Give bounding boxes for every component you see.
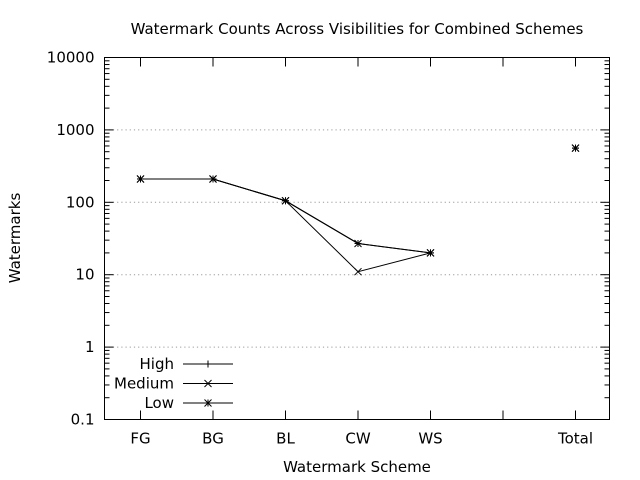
point-marker [354, 239, 362, 248]
legend-label-medium: Medium [114, 375, 174, 393]
point-marker [571, 144, 580, 152]
legend-label-high: High [140, 355, 174, 373]
marker-stroke [426, 249, 435, 257]
y-tick-label: 10 [75, 266, 94, 284]
tick-layer: 0.1 1 10 100 1000 10000 FG BG BL CW WS Total [47, 49, 610, 448]
x-tick-label: WS [418, 430, 442, 448]
grid-layer [104, 129, 610, 348]
marker-stroke [204, 379, 212, 388]
x-tick-label: Total [557, 430, 593, 448]
y-axis-label: Watermarks [6, 193, 24, 284]
x-tick-label: BG [202, 430, 224, 448]
series-low [136, 144, 580, 257]
point-marker [209, 175, 217, 183]
marker-stroke [281, 196, 290, 205]
series-line-medium [140, 178, 431, 273]
y-tick-label: 10000 [47, 49, 95, 67]
series-high [137, 144, 579, 257]
marker-stroke [571, 144, 580, 152]
marker-stroke [354, 267, 362, 276]
point-marker [354, 267, 362, 276]
point-marker [136, 175, 145, 183]
y-tick-label: 1 [85, 338, 95, 356]
x-axis-label: Watermark Scheme [283, 458, 431, 476]
marker-stroke [354, 239, 362, 248]
y-tick-label: 0.1 [71, 411, 95, 429]
point-marker [204, 379, 212, 388]
y-tick-label: 100 [66, 193, 95, 211]
series-layer [136, 144, 580, 276]
point-marker [204, 360, 212, 368]
point-marker [426, 249, 435, 257]
marker-stroke [204, 399, 212, 407]
point-marker [204, 399, 212, 407]
y-tick-label: 1000 [56, 121, 94, 139]
x-tick-label: CW [345, 430, 370, 448]
point-marker [281, 196, 290, 205]
chart-title: Watermark Counts Across Visibilities for… [131, 20, 584, 38]
series-line-high [140, 178, 431, 254]
series-medium [136, 144, 580, 276]
x-tick-label: BL [276, 430, 295, 448]
legend-label-low: Low [144, 394, 174, 412]
marker-stroke [209, 175, 217, 183]
x-tick-label: FG [130, 430, 150, 448]
marker-stroke [136, 175, 145, 183]
plot-frame [104, 57, 610, 420]
series-line-low [140, 178, 431, 254]
